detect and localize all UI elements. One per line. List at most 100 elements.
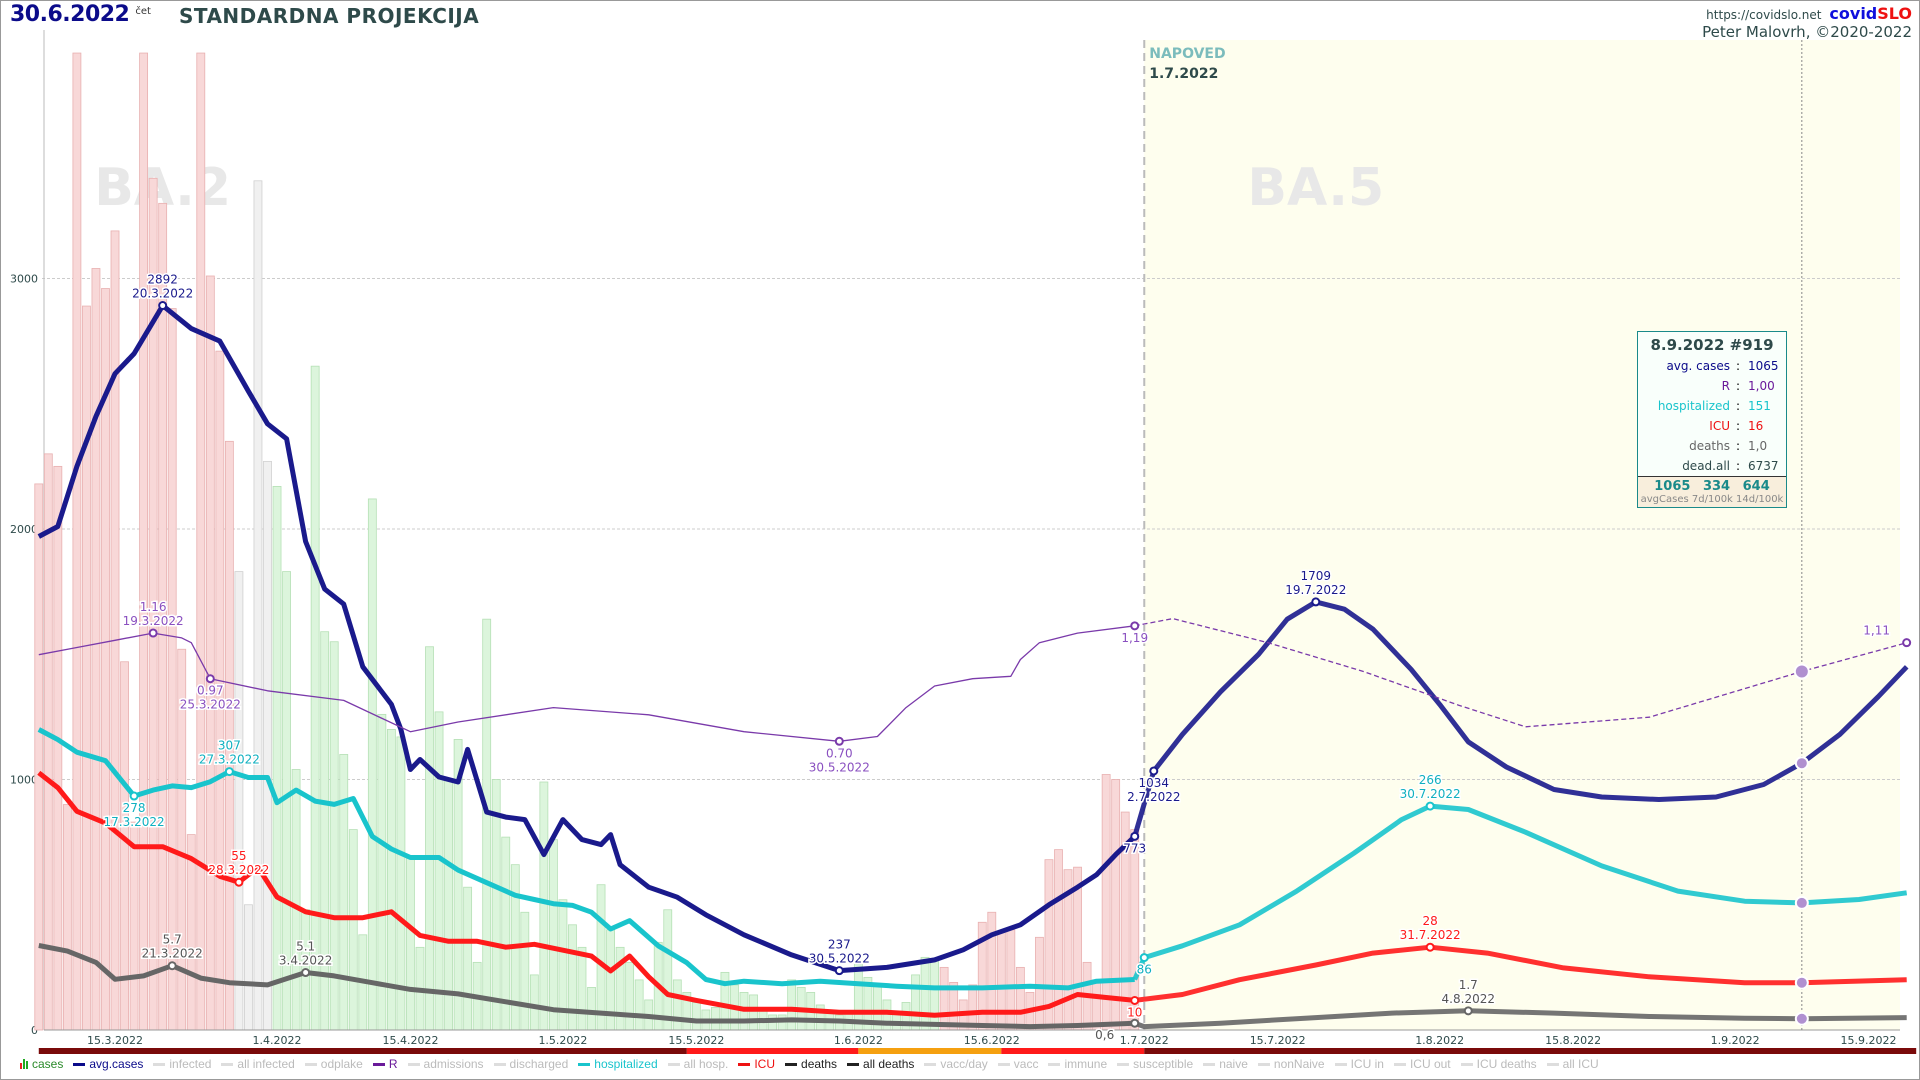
case-bar [930, 959, 939, 1031]
legend-label: ICU out [1409, 1057, 1451, 1071]
legend-item-vacc-day[interactable]: vacc/day [924, 1057, 988, 1071]
legend-item-all-infected[interactable]: all infected [221, 1057, 295, 1071]
x-tick-label: 15.5.2022 [668, 1034, 724, 1047]
case-bar [34, 483, 44, 1031]
case-bar [205, 275, 215, 1031]
legend-swatch-icon [1546, 1062, 1559, 1066]
legend-item-icu-in[interactable]: ICU in [1334, 1057, 1384, 1071]
legend-item-vacc[interactable]: vacc [997, 1057, 1039, 1071]
annotation-label: 1,11 [1862, 622, 1892, 639]
legend-item-naive[interactable]: naive [1203, 1057, 1248, 1071]
legend-label: susceptible [1133, 1057, 1194, 1071]
header-link-row: https://covidslo.net covidSLO [1706, 4, 1912, 23]
case-bar [244, 904, 253, 1031]
forecast-date: 1.7.2022 [1149, 66, 1218, 82]
case-bar [53, 465, 63, 1031]
annotation-point [1425, 942, 1435, 952]
tooltip-footer: 1065 334 644 avgCases 7d/100k 14d/100k [1638, 476, 1786, 507]
legend-item-infected[interactable]: infected [153, 1057, 211, 1071]
x-tick-label: 15.8.2022 [1545, 1034, 1601, 1047]
legend-item-nonnaive[interactable]: nonNaive [1257, 1057, 1325, 1071]
author-credit: Peter Malovrh, ©2020-2022 [1702, 23, 1912, 41]
tooltip-row-value: 151 [1748, 399, 1771, 413]
status-strip-segment [1144, 1048, 1917, 1054]
legend-item-icu-out[interactable]: ICU out [1393, 1057, 1451, 1071]
case-bar [520, 911, 530, 1031]
case-bar [663, 909, 673, 1031]
legend-item-icu-deaths[interactable]: ICU deaths [1460, 1057, 1537, 1071]
brand-logo[interactable]: covidSLO [1829, 4, 1912, 23]
case-bar [224, 440, 234, 1031]
site-url-link[interactable]: https://covidslo.net [1706, 8, 1822, 22]
legend: cases avg.cases infected all infected odplak… [20, 1057, 1599, 1071]
legend-swatch-icon [924, 1062, 937, 1066]
tooltip-row-value: 1,00 [1748, 379, 1775, 393]
case-bar [129, 821, 139, 1031]
header-left: 30.6.2022 čet STANDARDNA PROJEKCIJA [10, 2, 479, 28]
legend-item-all-deaths[interactable]: all deaths [847, 1057, 914, 1071]
case-bar [691, 1002, 701, 1031]
annotation-point [158, 301, 168, 311]
tooltip-title: 8.9.2022 #919 [1650, 336, 1774, 354]
legend-item-r[interactable]: R [372, 1057, 398, 1071]
annotation-point [1149, 766, 1159, 776]
annotation-point [224, 767, 234, 777]
annotation-value: 237 [828, 938, 851, 952]
case-bar [1035, 936, 1044, 1031]
bar-chart-icon [20, 1059, 28, 1069]
case-bar [749, 994, 758, 1031]
projection-line-R [1134, 617, 1907, 728]
case-bar [167, 308, 177, 1031]
case-bar [625, 961, 635, 1031]
annotation-value: 55 [231, 849, 246, 863]
series-line-avg.cases [37, 303, 1137, 974]
legend-item-cases[interactable]: cases [20, 1057, 63, 1071]
case-bar [577, 946, 587, 1031]
legend-item-odplake[interactable]: odplake [304, 1057, 363, 1071]
legend-swatch-icon [997, 1062, 1010, 1066]
tooltip-row-value: 16 [1748, 419, 1764, 433]
legend-swatch-icon [221, 1062, 234, 1066]
legend-item-avg-cases[interactable]: avg.cases [73, 1057, 143, 1071]
legend-swatch-icon [372, 1062, 385, 1066]
annotation-point [834, 736, 844, 746]
series-line-deaths [38, 943, 1135, 1030]
annotation-value: 1034 [1139, 776, 1170, 790]
legend-item-immune[interactable]: immune [1048, 1057, 1107, 1071]
legend-label: vacc [1013, 1057, 1039, 1071]
tooltip-row-label: dead.all [1682, 459, 1730, 473]
annotation-label: 1,19 [1120, 629, 1150, 646]
case-bar [320, 631, 330, 1031]
legend-item-icu[interactable]: ICU [738, 1057, 775, 1071]
legend-item-hospitalized[interactable]: hospitalized [578, 1057, 658, 1071]
annotation-label: 0,6 [1094, 1027, 1116, 1044]
status-strip-segment [686, 1048, 859, 1054]
annotation-date: 27.3.2022 [199, 753, 260, 767]
x-tick-label: 1.7.2022 [1120, 1034, 1169, 1047]
annotation-label: 10 [1126, 1004, 1144, 1021]
case-bar [1006, 929, 1016, 1031]
brand-part-slo: SLO [1877, 4, 1912, 23]
legend-label: discharged [509, 1057, 569, 1071]
legend-item-all-icu[interactable]: all ICU [1546, 1057, 1599, 1071]
x-tick-label: 1.9.2022 [1711, 1034, 1760, 1047]
legend-swatch-icon [1393, 1062, 1406, 1066]
case-bar [672, 979, 682, 1031]
annotation-date: 17.3.2022 [104, 815, 165, 829]
legend-item-admissions[interactable]: admissions [407, 1057, 484, 1071]
legend-item-all-hosp-[interactable]: all hosp. [667, 1057, 728, 1071]
tooltip-row: ICU:16 [1638, 416, 1786, 436]
legend-item-deaths[interactable]: deaths [785, 1057, 837, 1071]
case-bar [310, 365, 320, 1031]
tooltip-row-label: deaths [1689, 439, 1730, 453]
legend-label: all infected [237, 1057, 295, 1071]
annotation-label: 1.74.8.2022 [1440, 976, 1496, 1007]
legend-item-susceptible[interactable]: susceptible [1117, 1057, 1193, 1071]
x-tick-label: 15.3.2022 [87, 1034, 143, 1047]
case-bar [996, 931, 1006, 1031]
annotation-value: 1709 [1301, 569, 1332, 583]
legend-item-discharged[interactable]: discharged [493, 1057, 569, 1071]
